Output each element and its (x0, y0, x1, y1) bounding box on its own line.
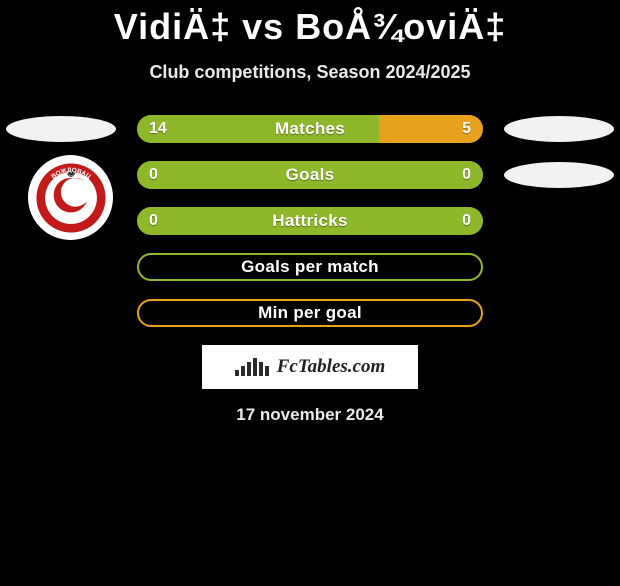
stat-row-hattricks: 00Hattricks (137, 207, 483, 235)
brand-text: FcTables.com (277, 356, 386, 378)
crest-svg: ВОЖДОВАЦ 1912 (35, 162, 107, 234)
player-oval-right (504, 116, 614, 142)
stat-row-goals: 00Goals (137, 161, 483, 189)
page-title: VidiÄ‡ vs BoÅ¾oviÄ‡ (0, 6, 620, 48)
stat-rows: 145Matches 00Goals 00Hattricks Goals per ma… (137, 115, 483, 327)
svg-text:1912: 1912 (63, 214, 79, 222)
club-crest-left: ВОЖДОВАЦ 1912 (28, 155, 113, 240)
date-stamp: 17 november 2024 (0, 405, 620, 425)
brand-badge: FcTables.com (202, 345, 418, 389)
player-oval-right (504, 162, 614, 188)
player-oval-left (6, 116, 116, 142)
row-label: Min per goal (139, 301, 481, 325)
row-label: Goals (137, 161, 483, 189)
row-label: Matches (137, 115, 483, 143)
row-label: Hattricks (137, 207, 483, 235)
comparison-arena: ВОЖДОВАЦ 1912 145Matches 00Goals 00Hattric… (0, 115, 620, 327)
stat-row-matches: 145Matches (137, 115, 483, 143)
brand-bars-icon (235, 358, 271, 376)
stat-row-min-per-goal: Min per goal (137, 299, 483, 327)
row-label: Goals per match (139, 255, 481, 279)
crest-year: 1912 (63, 214, 79, 222)
stat-row-goals-per-match: Goals per match (137, 253, 483, 281)
page-subtitle: Club competitions, Season 2024/2025 (0, 62, 620, 83)
